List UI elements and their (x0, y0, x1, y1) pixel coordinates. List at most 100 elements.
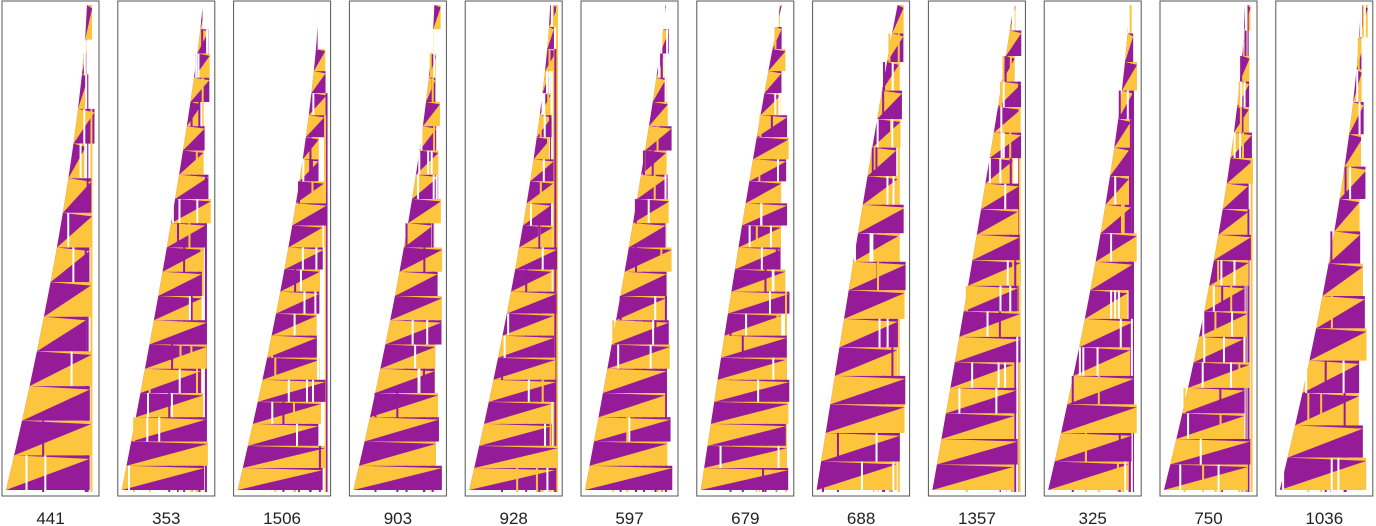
pattern-stripe (1247, 209, 1250, 493)
pattern-triangle (858, 204, 906, 234)
pattern-triangle (242, 445, 326, 468)
pattern-triangle (834, 347, 898, 376)
pattern-stripe (1016, 336, 1019, 492)
pattern-triangle (752, 137, 789, 160)
pattern-stripe (669, 344, 672, 492)
pattern-triangle (839, 318, 898, 348)
pattern-stripe (1179, 464, 1182, 492)
panel-frame (1159, 0, 1258, 497)
pattern-triangle (704, 445, 788, 468)
pattern-triangle (882, 62, 899, 91)
panel-label: 325 (1079, 509, 1107, 526)
pattern-triangle (745, 181, 782, 204)
pattern-triangle (311, 71, 326, 94)
pattern-triangle (1164, 464, 1248, 490)
panel-label: 750 (1194, 509, 1222, 526)
pattern-triangle (1170, 438, 1251, 465)
pattern-triangle (252, 401, 321, 424)
pattern-triangle (602, 368, 667, 393)
pattern-triangle (1213, 234, 1251, 261)
panel-label: 353 (152, 509, 180, 526)
pattern-triangle (29, 351, 92, 387)
pattern-triangle (380, 344, 436, 369)
pattern-triangle (1090, 261, 1133, 291)
pattern-triangle (607, 344, 670, 369)
pattern-stripe (903, 204, 906, 493)
pattern-triangle (1222, 183, 1249, 210)
pattern-triangle (652, 77, 666, 102)
pattern-stripe (90, 108, 93, 492)
panel-frame (696, 0, 795, 497)
pattern-triangle (353, 465, 442, 490)
panel-label: 688 (847, 509, 875, 526)
pattern-stripe (546, 467, 549, 492)
pattern-triangle (305, 115, 325, 138)
pattern-triangle (515, 247, 558, 270)
pattern-triangle (628, 223, 666, 248)
pattern-triangle (637, 174, 668, 199)
pattern-triangle (742, 203, 788, 226)
pattern-stripe (201, 77, 204, 492)
pattern-triangle (56, 212, 93, 248)
pattern-triangle (433, 5, 441, 30)
pattern-stripe (44, 455, 47, 492)
pattern-triangle (959, 311, 1021, 337)
pattern-panel (696, 0, 795, 497)
pattern-triangle (585, 465, 673, 490)
pattern-triangle (140, 368, 201, 393)
pattern-triangle (620, 271, 667, 296)
pattern-triangle (616, 296, 666, 321)
pattern-triangle (950, 362, 1014, 388)
pattern-triangle (862, 176, 898, 205)
pattern-triangle (853, 233, 899, 262)
panel-frame (812, 0, 911, 497)
pattern-triangle (166, 223, 206, 248)
pattern-triangle (714, 379, 790, 402)
pattern-triangle (1287, 425, 1363, 458)
pattern-triangle (1067, 375, 1135, 405)
pattern-stripe (1282, 457, 1285, 492)
pattern-triangle (1302, 360, 1360, 393)
pattern-triangle (972, 234, 1020, 261)
pattern-triangle (989, 132, 1022, 159)
pattern-triangle (1054, 432, 1132, 462)
pattern-stripe (516, 467, 519, 492)
pattern-stripe (535, 467, 538, 492)
pattern-stripe (206, 29, 209, 492)
panel-label: 1036 (1305, 509, 1343, 526)
pattern-stripe (1202, 464, 1205, 492)
pattern-triangle (1095, 233, 1137, 262)
panel-label: 679 (731, 509, 759, 526)
pattern-stripe (25, 455, 28, 492)
pattern-triangle (1048, 461, 1129, 490)
pattern-panel (1, 0, 100, 497)
pattern-panel (580, 0, 679, 497)
pattern-triangle (830, 375, 906, 405)
pattern-triangle (545, 49, 557, 72)
pattern-stripe (86, 178, 89, 492)
pattern-triangle (1061, 404, 1137, 433)
panel-frame (1043, 0, 1142, 497)
pattern-triangle (506, 291, 557, 314)
pattern-triangle (892, 5, 904, 34)
pattern-panel (1043, 0, 1142, 497)
pattern-triangle (710, 401, 789, 424)
pattern-panel (348, 0, 447, 497)
pattern-triangle (1199, 311, 1248, 337)
pattern-triangle (1309, 328, 1367, 361)
pattern-triangle (419, 126, 437, 151)
pattern-triangle (502, 313, 554, 336)
pattern-triangle (976, 209, 1018, 235)
pattern-triangle (498, 335, 555, 358)
pattern-triangle (717, 357, 786, 380)
pattern-triangle (359, 441, 437, 466)
pattern-panel (1159, 0, 1258, 497)
pattern-panel (1275, 0, 1374, 497)
pattern-triangle (821, 432, 900, 462)
pattern-triangle (479, 423, 552, 446)
pattern-triangle (533, 137, 551, 160)
pattern-stripe (200, 247, 203, 492)
pattern-triangle (632, 199, 670, 224)
pattern-triangle (126, 441, 208, 466)
pattern-triangle (171, 199, 211, 224)
